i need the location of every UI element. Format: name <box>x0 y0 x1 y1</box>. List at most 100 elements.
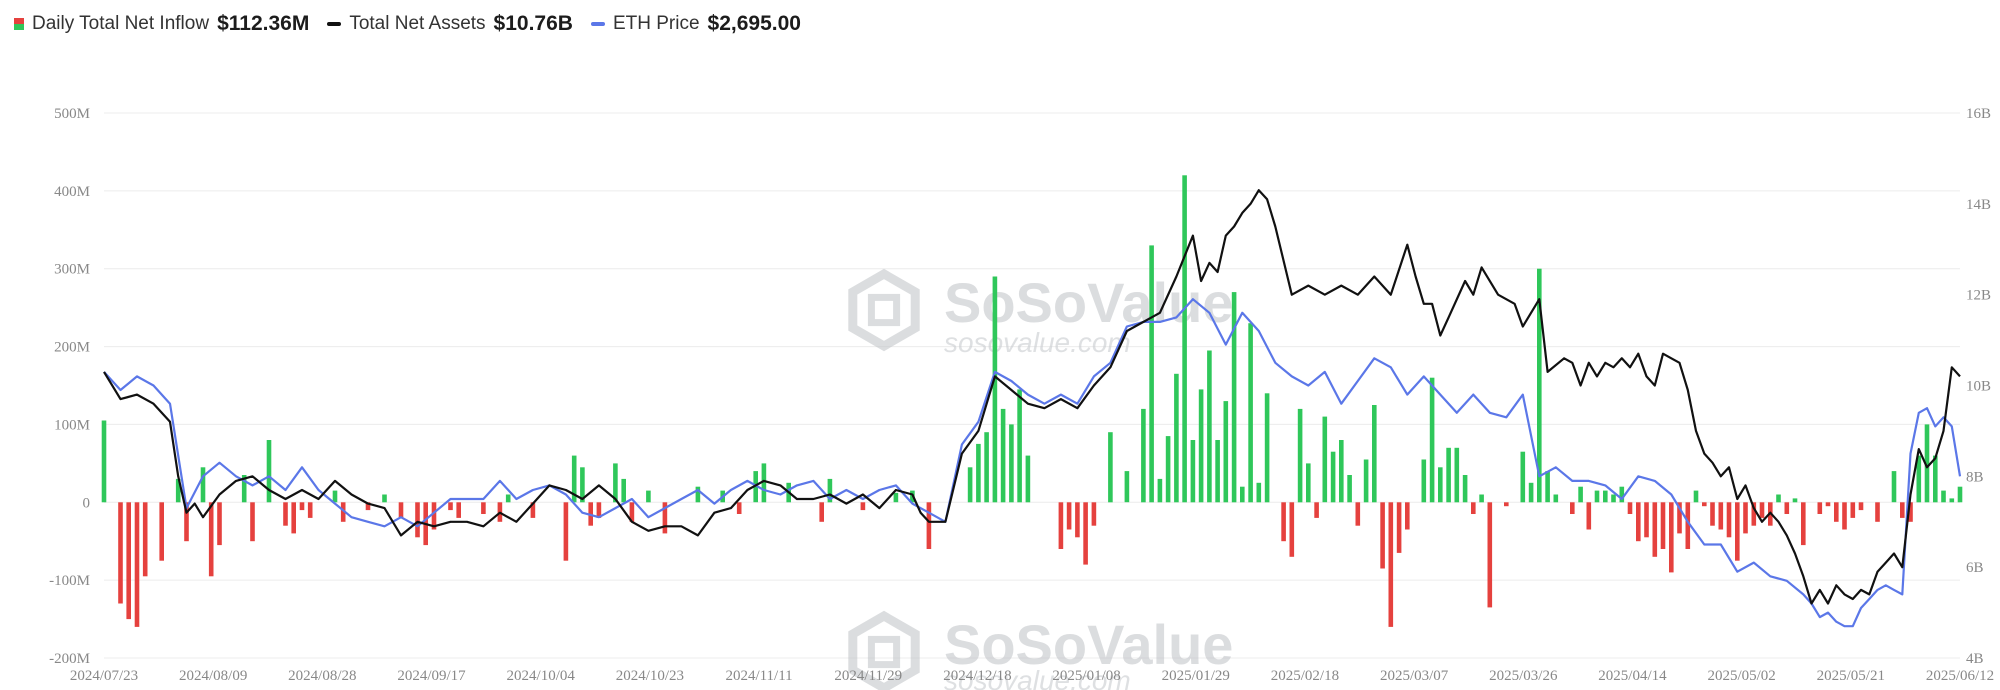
inflow-bar[interactable] <box>563 502 569 561</box>
inflow-bar[interactable] <box>1644 502 1649 538</box>
inflow-bar[interactable] <box>126 502 131 620</box>
inflow-bar[interactable] <box>1083 502 1088 565</box>
inflow-bar[interactable] <box>621 478 626 503</box>
inflow-bar[interactable] <box>571 455 577 503</box>
inflow-bar[interactable] <box>992 276 998 503</box>
inflow-bar[interactable] <box>1182 175 1187 503</box>
inflow-bar[interactable] <box>1190 440 1196 503</box>
inflow-bar[interactable] <box>134 502 140 627</box>
inflow-bar[interactable] <box>1479 494 1484 503</box>
inflow-bar[interactable] <box>1916 455 1922 503</box>
inflow-bar[interactable] <box>1091 502 1097 526</box>
inflow-bar[interactable] <box>1141 408 1146 503</box>
inflow-bar[interactable] <box>332 490 338 503</box>
inflow-bar[interactable] <box>382 494 387 503</box>
inflow-bar[interactable] <box>1743 502 1748 534</box>
inflow-bar[interactable] <box>1825 502 1831 507</box>
inflow-bar[interactable] <box>1198 389 1204 503</box>
inflow-bar[interactable] <box>1941 490 1946 503</box>
inflow-bar[interactable] <box>736 502 742 514</box>
inflow-bar[interactable] <box>1215 440 1220 503</box>
inflow-bar[interactable] <box>580 467 585 503</box>
inflow-bar[interactable] <box>1438 467 1443 503</box>
inflow-bar[interactable] <box>1718 502 1724 530</box>
inflow-bar[interactable] <box>1611 494 1616 503</box>
legend-item-price[interactable]: ETH Price $2,695.00 <box>590 12 801 36</box>
inflow-bar[interactable] <box>266 440 272 503</box>
inflow-bar[interactable] <box>431 502 437 530</box>
inflow-bar[interactable] <box>1017 389 1022 503</box>
inflow-bar[interactable] <box>1792 498 1798 503</box>
inflow-bar[interactable] <box>1726 502 1732 538</box>
inflow-bar[interactable] <box>283 502 288 526</box>
inflow-bar[interactable] <box>1619 486 1625 503</box>
inflow-bar[interactable] <box>1784 502 1790 514</box>
inflow-bar[interactable] <box>1372 405 1377 503</box>
inflow-bar[interactable] <box>860 502 866 511</box>
inflow-bar[interactable] <box>1627 502 1633 514</box>
inflow-bar[interactable] <box>819 502 824 522</box>
inflow-bar[interactable] <box>1108 432 1113 503</box>
inflow-bar[interactable] <box>1735 502 1740 561</box>
inflow-bar[interactable] <box>175 478 181 503</box>
inflow-bar[interactable] <box>1471 502 1476 514</box>
inflow-bar[interactable] <box>1586 502 1592 530</box>
inflow-bar[interactable] <box>1702 502 1707 507</box>
inflow-bar[interactable] <box>1207 350 1212 503</box>
inflow-bar[interactable] <box>1842 502 1847 530</box>
inflow-bar[interactable] <box>1388 502 1394 627</box>
inflow-bar[interactable] <box>1900 502 1905 518</box>
inflow-bar[interactable] <box>481 502 486 514</box>
inflow-bar[interactable] <box>118 502 123 604</box>
inflow-bar[interactable] <box>448 502 453 511</box>
inflow-bar[interactable] <box>1405 502 1410 530</box>
inflow-bar[interactable] <box>1801 502 1806 546</box>
inflow-bar[interactable] <box>1281 502 1286 542</box>
total-net-assets-line[interactable] <box>103 189 1961 605</box>
inflow-bar[interactable] <box>1165 436 1171 503</box>
inflow-bar[interactable] <box>1949 498 1955 503</box>
inflow-bar[interactable] <box>1875 502 1880 522</box>
eth-price-line[interactable] <box>103 298 1962 628</box>
inflow-bar[interactable] <box>827 478 833 503</box>
inflow-bar[interactable] <box>1660 502 1666 549</box>
inflow-bar[interactable] <box>1669 502 1674 573</box>
inflow-bar[interactable] <box>415 502 420 538</box>
inflow-bar[interactable] <box>1429 377 1435 503</box>
inflow-bar[interactable] <box>1487 502 1493 608</box>
inflow-bar[interactable] <box>299 502 305 511</box>
inflow-bar[interactable] <box>1066 502 1072 530</box>
inflow-bar[interactable] <box>976 443 981 503</box>
inflow-bar[interactable] <box>1124 471 1130 503</box>
inflow-bar[interactable] <box>142 502 148 577</box>
inflow-bar[interactable] <box>1264 393 1270 503</box>
inflow-bar[interactable] <box>291 502 296 534</box>
inflow-bar[interactable] <box>250 502 255 542</box>
inflow-bar[interactable] <box>1504 502 1509 507</box>
inflow-bar[interactable] <box>101 420 107 503</box>
inflow-bar[interactable] <box>1570 502 1575 514</box>
inflow-bar[interactable] <box>1347 475 1352 503</box>
inflow-bar[interactable] <box>1297 408 1303 503</box>
inflow-bar[interactable] <box>307 502 313 518</box>
inflow-bar[interactable] <box>1231 292 1237 503</box>
inflow-bar[interactable] <box>1248 323 1253 503</box>
inflow-bar[interactable] <box>1545 471 1550 503</box>
inflow-bar[interactable] <box>1834 502 1839 522</box>
inflow-bar[interactable] <box>662 502 668 534</box>
inflow-bar[interactable] <box>1289 502 1295 557</box>
inflow-bar[interactable] <box>1396 502 1402 553</box>
inflow-bar[interactable] <box>1578 486 1583 503</box>
inflow-bar[interactable] <box>184 502 189 542</box>
inflow-bar[interactable] <box>1858 502 1864 511</box>
inflow-bar[interactable] <box>1957 486 1963 503</box>
inflow-bar[interactable] <box>1603 490 1608 503</box>
inflow-bar[interactable] <box>1594 490 1600 503</box>
inflow-bar[interactable] <box>1528 482 1534 503</box>
inflow-bar[interactable] <box>1421 459 1427 503</box>
inflow-bar[interactable] <box>761 463 767 503</box>
inflow-bar[interactable] <box>1363 459 1369 503</box>
inflow-bar[interactable] <box>530 502 536 518</box>
inflow-bar[interactable] <box>217 502 222 546</box>
inflow-bar[interactable] <box>1025 455 1031 503</box>
